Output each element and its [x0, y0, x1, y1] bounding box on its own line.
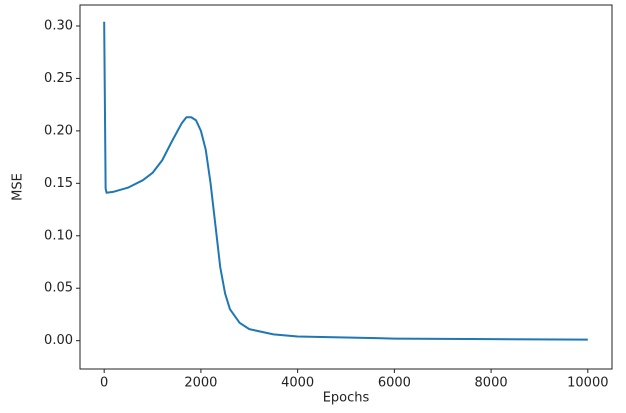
y-tick-label: 0.05	[44, 281, 73, 296]
x-axis-label: Epochs	[323, 391, 370, 406]
x-tick-label: 0	[100, 376, 108, 391]
plot-frame	[79, 4, 613, 370]
y-tick-label: 0.25	[44, 71, 73, 86]
y-tick-label: 0.00	[44, 333, 73, 348]
x-tick-label: 10000	[567, 376, 608, 391]
y-tick-label: 0.15	[44, 176, 73, 191]
data-line	[103, 21, 588, 341]
x-tick-label: 8000	[475, 376, 508, 391]
x-tick-label: 4000	[281, 376, 314, 391]
x-tick-label: 2000	[184, 376, 217, 391]
x-tick-label: 6000	[378, 376, 411, 391]
y-tick-label: 0.10	[44, 228, 73, 243]
y-tick-label: 0.30	[44, 18, 73, 33]
y-tick-label: 0.20	[44, 123, 73, 138]
y-axis-label: MSE	[11, 173, 26, 201]
